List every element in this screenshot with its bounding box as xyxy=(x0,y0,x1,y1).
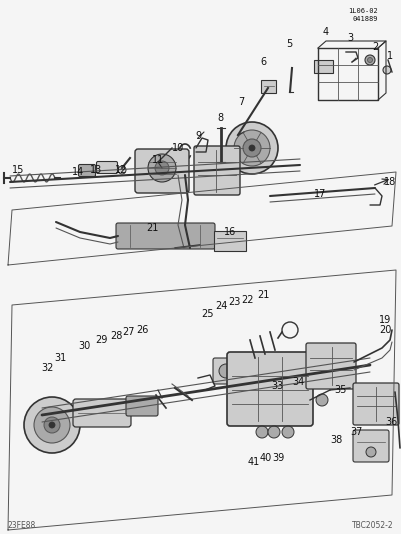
Text: 21: 21 xyxy=(256,290,269,300)
Text: 16: 16 xyxy=(223,227,235,237)
Text: 3: 3 xyxy=(346,33,352,43)
Text: 25: 25 xyxy=(201,309,214,319)
FancyBboxPatch shape xyxy=(213,231,245,251)
Text: 30: 30 xyxy=(78,341,90,351)
Text: 18: 18 xyxy=(383,177,395,187)
Circle shape xyxy=(148,154,176,182)
Text: 10: 10 xyxy=(172,143,184,153)
FancyBboxPatch shape xyxy=(314,59,333,73)
FancyBboxPatch shape xyxy=(96,161,117,174)
Text: 35: 35 xyxy=(334,385,346,395)
Text: 21: 21 xyxy=(146,223,158,233)
Text: 37: 37 xyxy=(350,427,362,437)
Text: TBC2052-2: TBC2052-2 xyxy=(352,522,393,530)
Text: 19: 19 xyxy=(378,315,390,325)
FancyBboxPatch shape xyxy=(116,223,215,249)
Text: 32: 32 xyxy=(42,363,54,373)
Circle shape xyxy=(315,394,327,406)
FancyBboxPatch shape xyxy=(352,383,398,425)
Circle shape xyxy=(242,139,260,157)
Text: 17: 17 xyxy=(313,189,325,199)
Circle shape xyxy=(255,426,267,438)
FancyBboxPatch shape xyxy=(352,430,388,462)
Text: 33: 33 xyxy=(270,381,282,391)
Text: 5: 5 xyxy=(285,39,292,49)
FancyBboxPatch shape xyxy=(126,396,158,416)
FancyBboxPatch shape xyxy=(213,358,239,384)
Text: 041889: 041889 xyxy=(352,16,377,22)
Text: 27: 27 xyxy=(122,327,135,337)
Circle shape xyxy=(367,58,372,62)
Text: 20: 20 xyxy=(378,325,390,335)
Circle shape xyxy=(34,407,70,443)
Text: 39: 39 xyxy=(271,453,284,463)
Text: 23: 23 xyxy=(227,297,239,307)
Text: 9: 9 xyxy=(194,131,200,141)
Circle shape xyxy=(233,130,269,166)
Text: 8: 8 xyxy=(217,113,223,123)
Text: 11: 11 xyxy=(152,155,164,165)
Text: 6: 6 xyxy=(259,57,265,67)
FancyBboxPatch shape xyxy=(78,164,95,177)
FancyBboxPatch shape xyxy=(261,80,276,92)
Circle shape xyxy=(365,447,375,457)
Text: 40: 40 xyxy=(259,453,271,463)
Circle shape xyxy=(248,145,254,151)
Circle shape xyxy=(281,426,293,438)
Circle shape xyxy=(44,417,60,433)
Text: 38: 38 xyxy=(329,435,341,445)
Circle shape xyxy=(267,426,279,438)
FancyBboxPatch shape xyxy=(227,352,312,426)
Text: 28: 28 xyxy=(109,331,122,341)
Circle shape xyxy=(225,122,277,174)
Text: 1: 1 xyxy=(386,51,392,61)
FancyBboxPatch shape xyxy=(73,399,131,427)
Circle shape xyxy=(364,55,374,65)
FancyBboxPatch shape xyxy=(194,146,239,195)
Text: 23FE88: 23FE88 xyxy=(8,522,36,530)
FancyBboxPatch shape xyxy=(305,343,355,389)
Circle shape xyxy=(382,66,390,74)
Circle shape xyxy=(219,364,233,378)
Text: 29: 29 xyxy=(95,335,107,345)
Text: 15: 15 xyxy=(12,165,24,175)
Text: 4: 4 xyxy=(322,27,328,37)
Text: 22: 22 xyxy=(241,295,253,305)
Circle shape xyxy=(24,397,80,453)
Text: 13: 13 xyxy=(90,165,102,175)
Text: 24: 24 xyxy=(214,301,227,311)
Circle shape xyxy=(118,166,126,174)
Text: 1L06-02: 1L06-02 xyxy=(347,8,377,14)
Circle shape xyxy=(49,422,55,428)
Text: 12: 12 xyxy=(115,165,127,175)
Text: 41: 41 xyxy=(247,457,259,467)
Text: 31: 31 xyxy=(54,353,66,363)
Text: 7: 7 xyxy=(237,97,243,107)
Text: 36: 36 xyxy=(384,417,396,427)
Text: 2: 2 xyxy=(371,42,377,52)
Circle shape xyxy=(155,161,168,175)
Text: 26: 26 xyxy=(136,325,148,335)
Text: 14: 14 xyxy=(72,167,84,177)
FancyBboxPatch shape xyxy=(135,149,188,193)
Text: 34: 34 xyxy=(291,377,304,387)
